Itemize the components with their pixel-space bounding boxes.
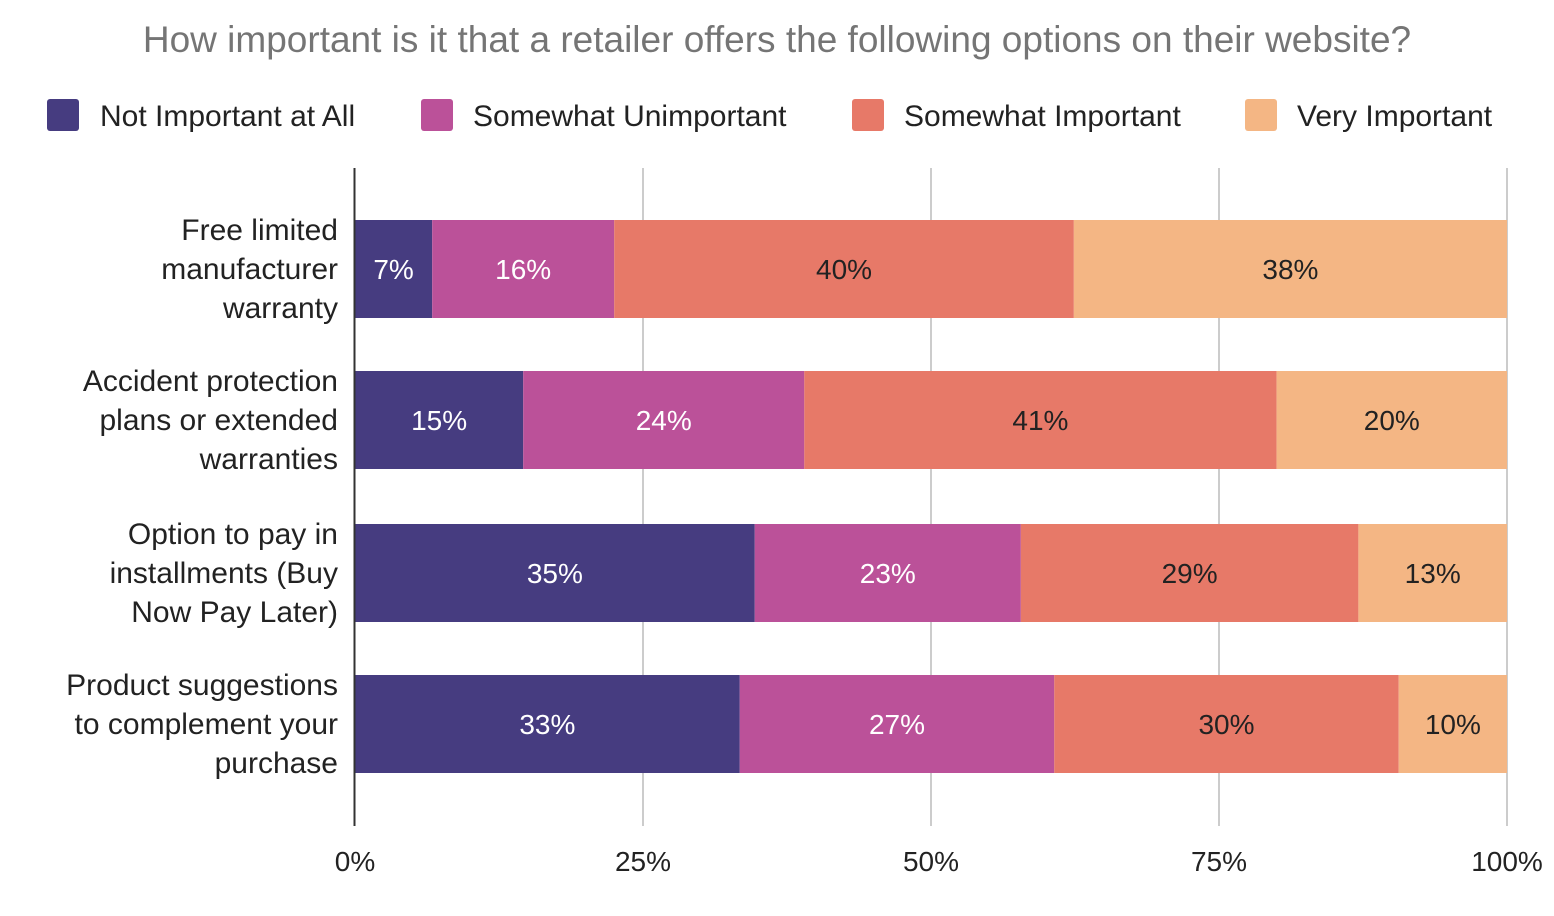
- category-label-line: Accident protection: [83, 365, 338, 398]
- x-tick-label-0: 0%: [335, 846, 375, 877]
- category-label-line: installments (Buy: [110, 557, 338, 590]
- bar-segment-cat1-series2: [432, 220, 615, 318]
- data-label-cat3-series4: 13%: [1405, 558, 1461, 589]
- data-label-cat2-series3: 41%: [1012, 405, 1068, 436]
- data-label-cat4-series1: 33%: [519, 709, 575, 740]
- category-label-line: to complement your: [75, 708, 338, 741]
- category-label-1: Free limited manufacturer warranty: [161, 214, 338, 325]
- legend-swatch-2: [421, 99, 453, 131]
- category-label-line: manufacturer: [161, 253, 338, 286]
- data-label-cat3-series2: 23%: [860, 558, 916, 589]
- data-label-cat2-series4: 20%: [1364, 405, 1420, 436]
- category-label-line: purchase: [215, 747, 338, 780]
- data-label-cat4-series2: 27%: [869, 709, 925, 740]
- data-label-cat1-series3: 40%: [816, 254, 872, 285]
- x-axis-ticks: 0% 25% 50% 75% 100%: [335, 846, 1543, 877]
- data-label-cat1-series4: 38%: [1262, 254, 1318, 285]
- data-label-cat2-series1: 15%: [411, 405, 467, 436]
- legend-label-2: Somewhat Unimportant: [473, 100, 787, 133]
- bar-segment-cat4-series2: [739, 675, 1055, 773]
- bar-segment-cat3-series3: [1020, 524, 1359, 622]
- bar-segment-cat2-series1: [355, 371, 524, 469]
- legend-label-3: Somewhat Important: [904, 100, 1181, 133]
- chart-title: How important is it that a retailer offe…: [143, 19, 1411, 60]
- legend-label-4: Very Important: [1297, 100, 1493, 133]
- legend-swatch-3: [852, 99, 884, 131]
- category-label-line: Now Pay Later): [131, 596, 338, 629]
- x-tick-label-50: 50%: [903, 846, 959, 877]
- bar-segment-cat4-series4: [1398, 675, 1507, 773]
- category-label-4: Product suggestions to complement your pur…: [66, 669, 338, 780]
- category-label-line: plans or extended: [99, 404, 338, 437]
- bar-segment-cat2-series4: [1276, 371, 1507, 469]
- bar-segment-cat3-series2: [754, 524, 1021, 622]
- x-tick-label-100: 100%: [1471, 846, 1543, 877]
- x-tick-label-75: 75%: [1191, 846, 1247, 877]
- x-tick-label-25: 25%: [615, 846, 671, 877]
- data-label-cat2-series2: 24%: [636, 405, 692, 436]
- bar-segment-cat2-series3: [804, 371, 1277, 469]
- category-label-line: Product suggestions: [66, 669, 338, 702]
- category-label-2: Accident protection plans or extended warr…: [83, 365, 338, 476]
- data-label-cat1-series2: 16%: [495, 254, 551, 285]
- legend-swatch-4: [1245, 99, 1277, 131]
- data-label-cat3-series3: 29%: [1162, 558, 1218, 589]
- category-label-line: Free limited: [181, 214, 338, 247]
- chart-legend: Not Important at All Somewhat Unimportant…: [47, 99, 1493, 133]
- category-label-line: warranty: [222, 292, 338, 325]
- bar-segment-cat3-series1: [355, 524, 755, 622]
- bar-segment-cat2-series2: [523, 371, 805, 469]
- data-label-cat4-series4: 10%: [1425, 709, 1481, 740]
- legend-swatch-1: [47, 99, 79, 131]
- data-label-cat1-series1: 7%: [373, 254, 413, 285]
- bars: 7% 16% 40% 38% 15% 24% 41% 20% 35% 23% 29% 13% 33% 27…: [355, 220, 1507, 773]
- bar-segment-cat1-series4: [1073, 220, 1507, 318]
- bar-segment-cat3-series4: [1358, 524, 1507, 622]
- bar-segment-cat1-series1: [355, 220, 433, 318]
- category-label-3: Option to pay in installments (Buy Now Pay…: [110, 518, 338, 629]
- category-label-line: warranties: [199, 443, 338, 476]
- category-label-line: Option to pay in: [128, 518, 338, 551]
- data-label-cat4-series3: 30%: [1198, 709, 1254, 740]
- bar-segment-cat4-series1: [355, 675, 740, 773]
- data-label-cat3-series1: 35%: [527, 558, 583, 589]
- legend-label-1: Not Important at All: [100, 100, 355, 133]
- bar-segment-cat4-series3: [1054, 675, 1399, 773]
- category-labels: Free limited manufacturer warranty Accident…: [66, 214, 338, 780]
- bar-segment-cat1-series3: [614, 220, 1074, 318]
